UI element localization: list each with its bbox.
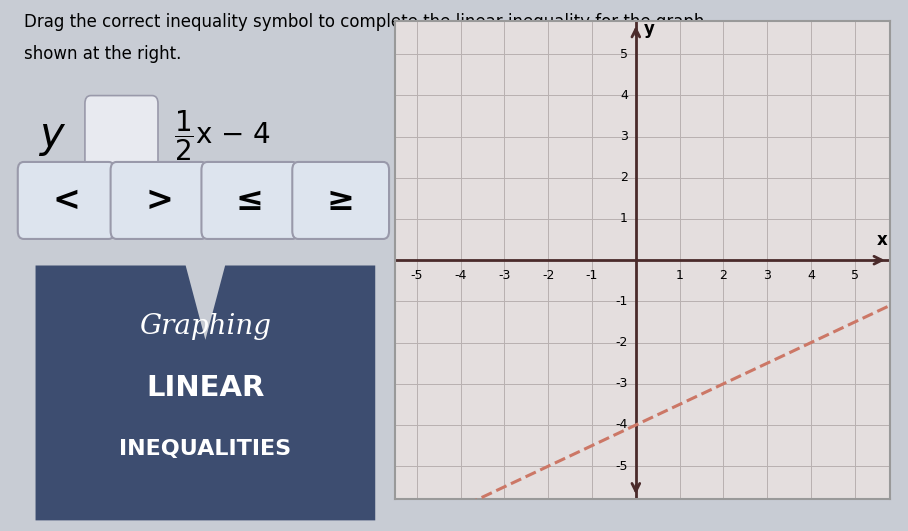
Text: Graphing: Graphing — [140, 313, 271, 340]
Text: y: y — [644, 20, 655, 38]
Text: >: > — [145, 184, 173, 217]
FancyBboxPatch shape — [111, 162, 207, 239]
Text: 1: 1 — [676, 269, 684, 282]
Text: 3: 3 — [764, 269, 771, 282]
Text: -4: -4 — [455, 269, 467, 282]
Text: -2: -2 — [616, 336, 628, 349]
Text: Drag the correct inequality symbol to complete the linear inequality for the gra: Drag the correct inequality symbol to co… — [24, 13, 704, 31]
FancyBboxPatch shape — [202, 162, 298, 239]
Text: 2: 2 — [719, 269, 727, 282]
Text: <: < — [53, 184, 80, 217]
Text: 1: 1 — [620, 212, 628, 226]
Text: -2: -2 — [542, 269, 555, 282]
Polygon shape — [35, 266, 375, 520]
Text: 5: 5 — [851, 269, 859, 282]
Text: 4: 4 — [807, 269, 815, 282]
Text: ≤: ≤ — [236, 184, 264, 217]
Text: x: x — [876, 230, 887, 249]
FancyBboxPatch shape — [18, 162, 114, 239]
Text: -5: -5 — [616, 460, 628, 473]
Text: -3: -3 — [498, 269, 510, 282]
FancyBboxPatch shape — [85, 96, 158, 173]
Text: 3: 3 — [620, 130, 628, 143]
Text: -1: -1 — [616, 295, 628, 308]
Text: 4: 4 — [620, 89, 628, 102]
Text: -5: -5 — [410, 269, 423, 282]
Text: ≥: ≥ — [327, 184, 355, 217]
FancyBboxPatch shape — [292, 162, 389, 239]
Text: 2: 2 — [620, 172, 628, 184]
Text: -4: -4 — [616, 418, 628, 432]
Text: -3: -3 — [616, 378, 628, 390]
Text: INEQUALITIES: INEQUALITIES — [119, 439, 291, 459]
Text: 5: 5 — [620, 48, 628, 61]
Text: LINEAR: LINEAR — [146, 374, 264, 401]
Text: -1: -1 — [586, 269, 598, 282]
Text: $\dfrac{1}{2}$x $-$ 4: $\dfrac{1}{2}$x $-$ 4 — [173, 108, 271, 162]
Text: y: y — [40, 114, 64, 157]
Text: shown at the right.: shown at the right. — [24, 45, 181, 63]
